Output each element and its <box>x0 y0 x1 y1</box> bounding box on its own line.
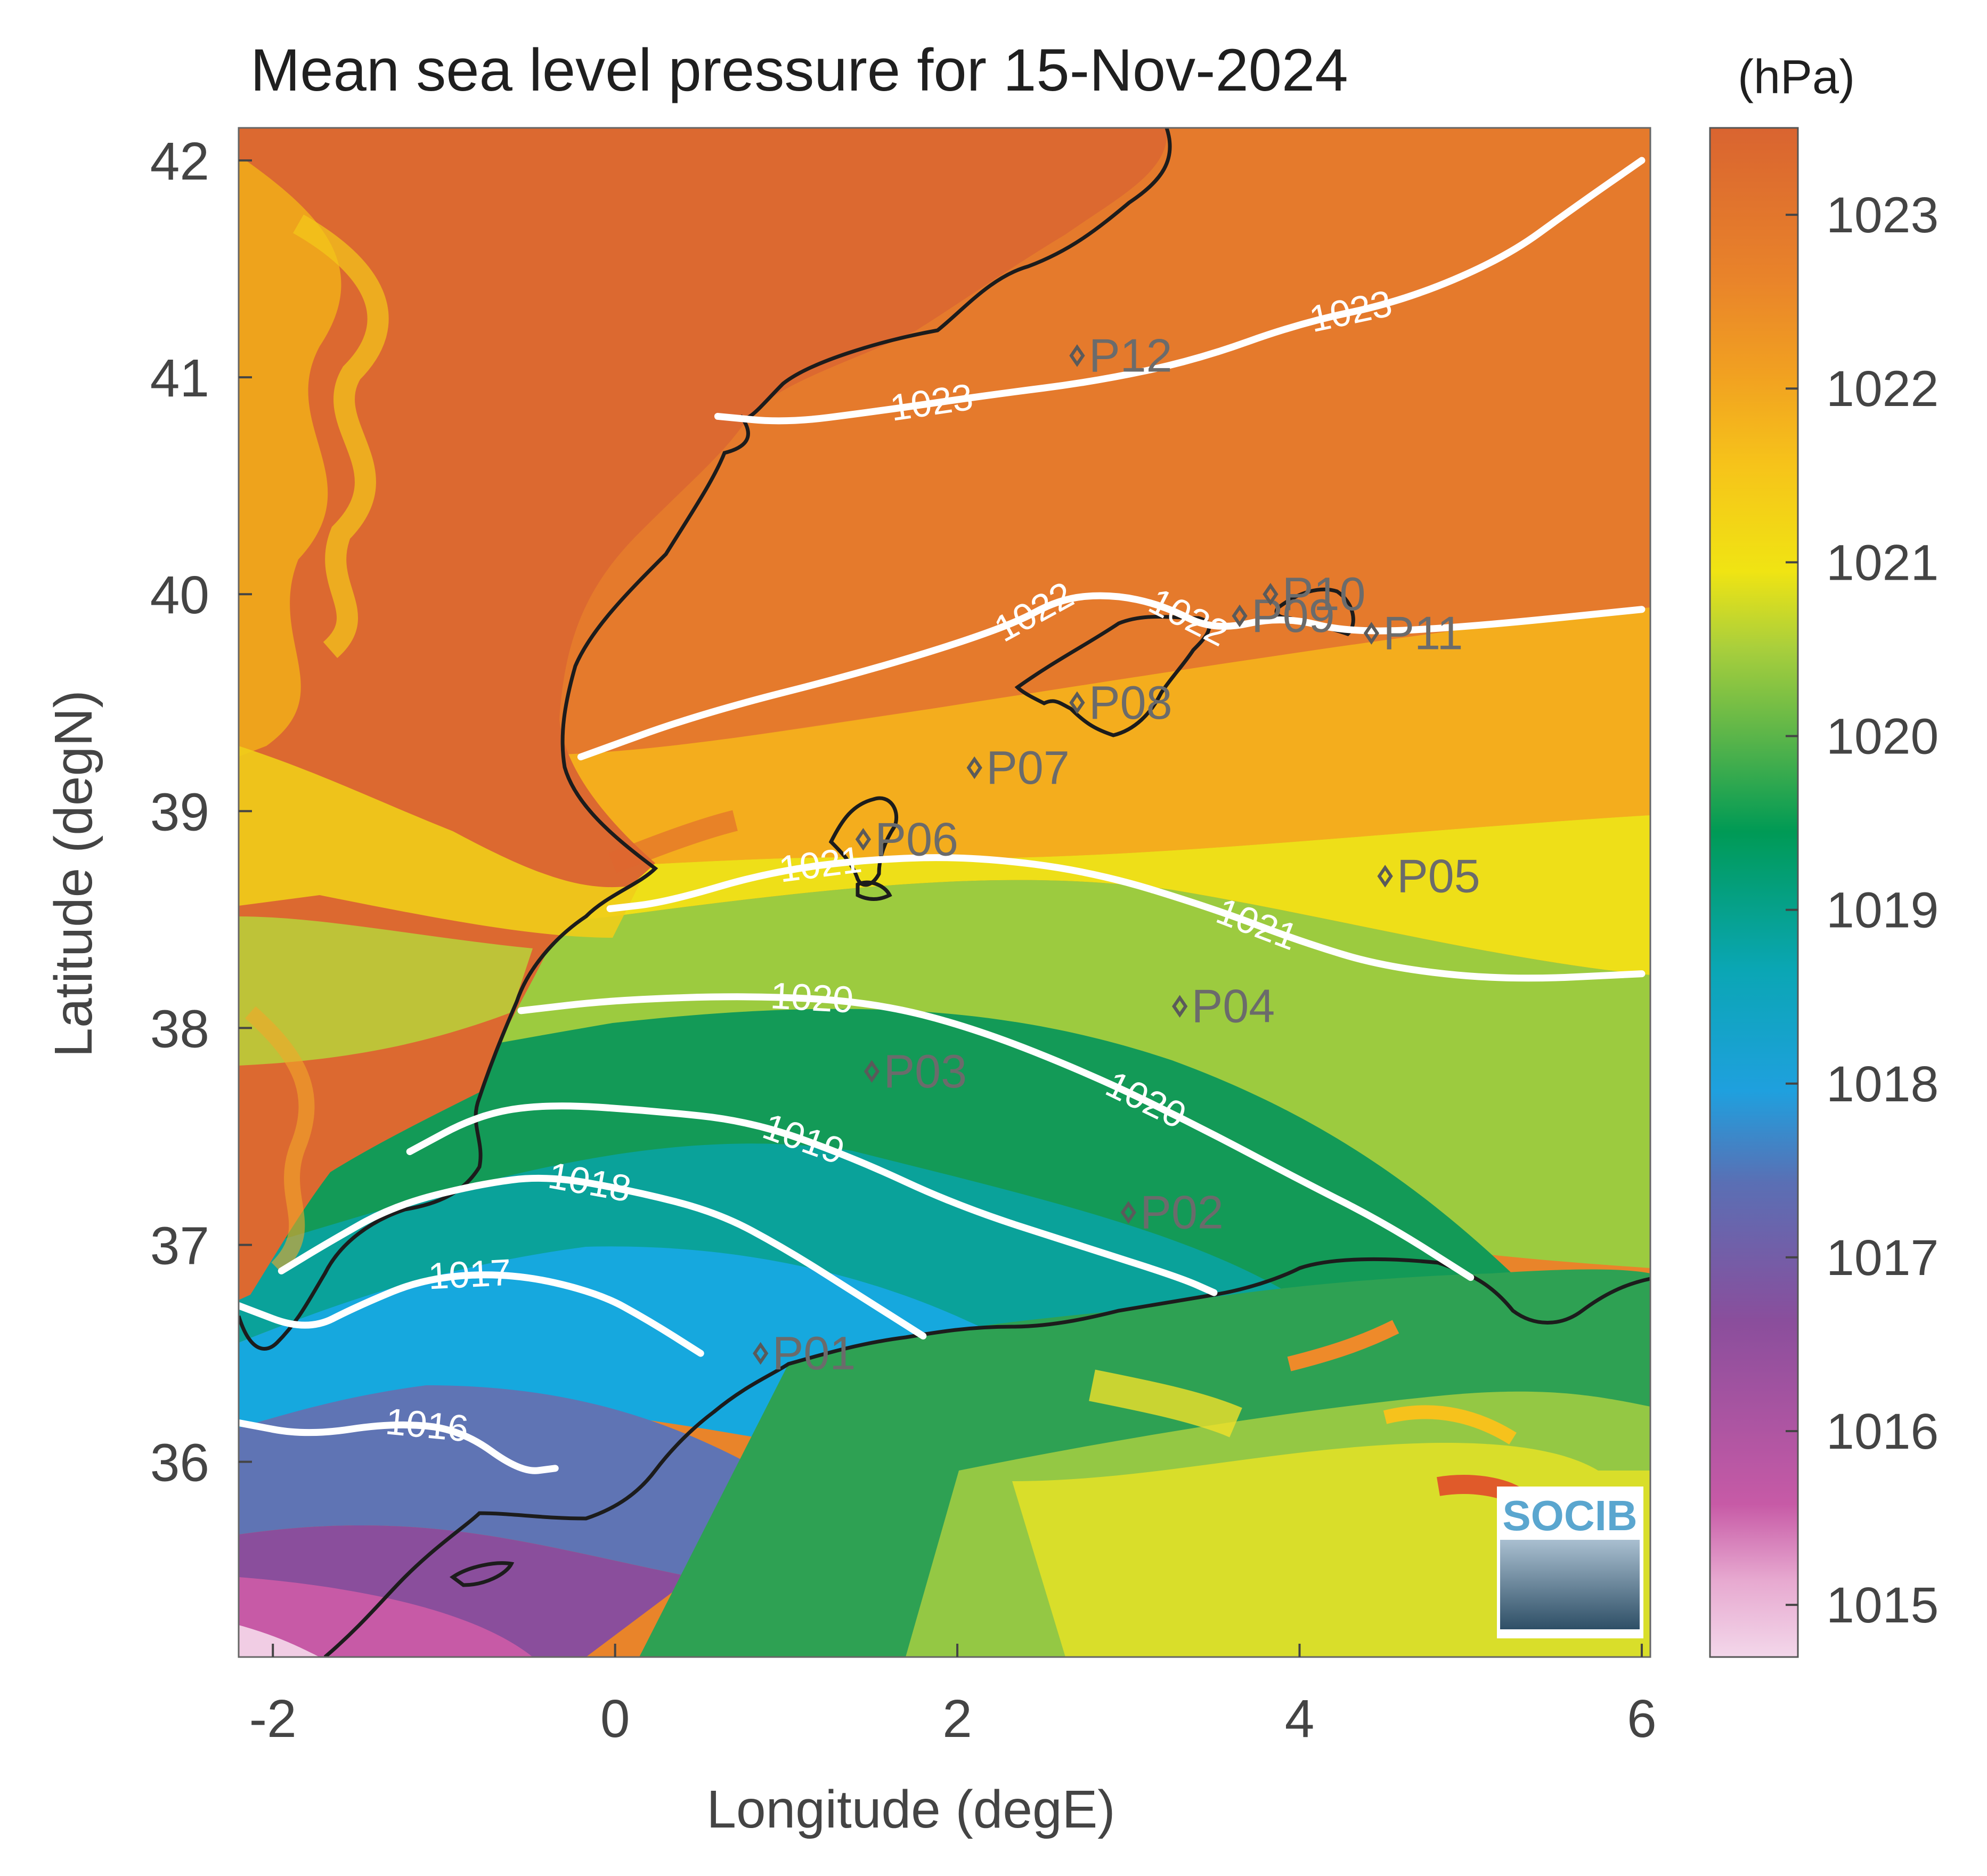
colorbar-tick-label: 1018 <box>1826 1056 1939 1112</box>
isobar-1018 <box>278 1174 927 1339</box>
isobar-1017 <box>239 1271 704 1357</box>
colorbar-unit: (hPa) <box>1738 51 1855 104</box>
station-marker <box>1172 995 1188 1018</box>
station-label-p01: P01 <box>772 1327 856 1379</box>
x-axis: -2 0 2 4 6 <box>249 1644 1657 1749</box>
isobar-label-text: 1016 <box>384 1400 470 1449</box>
x-tick-label: -2 <box>249 1689 297 1749</box>
y-tick-label: 38 <box>150 999 209 1059</box>
isobar-1022 <box>577 592 1646 761</box>
colorbar-tick-label: 1020 <box>1826 708 1939 765</box>
socib-logo: SOCIB <box>1497 1487 1643 1638</box>
station-label-p02: P02 <box>1140 1185 1224 1238</box>
isobar-label: 1020 <box>769 974 854 1020</box>
colorbar-tick-label: 1017 <box>1826 1230 1939 1286</box>
isobar-1021 <box>606 854 1646 982</box>
y-axis-label: Latitude (degN) <box>44 690 103 1057</box>
station-marker <box>1232 604 1248 628</box>
colorbar-tick-label: 1021 <box>1826 534 1939 591</box>
colorbar-tick-label: 1022 <box>1826 361 1939 417</box>
station-marker <box>855 827 872 851</box>
x-tick-label: 4 <box>1285 1689 1315 1749</box>
logo-text: SOCIB <box>1502 1492 1637 1539</box>
station-marker <box>1377 865 1393 888</box>
x-tick-label: 2 <box>942 1689 972 1749</box>
colorbar-tick-label: 1023 <box>1826 187 1939 243</box>
y-tick-label: 36 <box>150 1433 209 1493</box>
alboran-island-coast <box>449 1561 515 1587</box>
station-label-p12: P12 <box>1089 329 1172 381</box>
station-marker <box>1120 1201 1136 1224</box>
colorbar-tick-label: 1015 <box>1826 1577 1939 1634</box>
y-tick-label: 39 <box>150 782 209 842</box>
mallorca-coast <box>1014 615 1211 737</box>
chart-title: Mean sea level pressure for 15-Nov-2024 <box>250 37 1348 103</box>
x-tick-label: 6 <box>1627 1689 1657 1749</box>
isobar-1020 <box>517 993 1475 1281</box>
colorbar-tick-label: 1016 <box>1826 1403 1939 1460</box>
station-label-p06: P06 <box>875 813 958 865</box>
isobar-label-text: 1017 <box>427 1252 512 1297</box>
station-label-p08: P08 <box>1089 676 1172 729</box>
station-marker <box>753 1342 769 1365</box>
y-tick-label: 41 <box>150 348 209 408</box>
colorbar: 1015 1016 1017 1018 1019 1020 1021 1022 1023 <box>1709 127 1939 1658</box>
formentera-coast <box>856 880 892 901</box>
isobar-label: 1016 <box>384 1400 470 1449</box>
y-tick-label: 42 <box>150 132 209 191</box>
y-axis: 36 37 38 39 40 41 42 <box>150 132 252 1493</box>
station-marker <box>1363 622 1380 645</box>
isobar-label-text: 1020 <box>769 974 854 1020</box>
colorbar-gradient <box>1709 127 1799 1658</box>
station-label-p11: P11 <box>1383 607 1463 660</box>
isobar-1023 <box>714 157 1646 425</box>
station-marker <box>1263 582 1278 606</box>
isobar-1016 <box>239 1419 559 1474</box>
station-marker <box>966 756 982 779</box>
isobar-label: 1017 <box>427 1252 512 1297</box>
x-axis-label: Longitude (degE) <box>706 1780 1115 1839</box>
station-marker <box>1069 344 1085 367</box>
plot-frame <box>238 127 1651 1658</box>
x-tick-label: 0 <box>600 1689 630 1749</box>
y-tick-label: 37 <box>150 1216 209 1276</box>
colorbar-tick-label: 1019 <box>1826 882 1939 939</box>
isobar-label: 1021 <box>777 839 864 890</box>
station-label-p04: P04 <box>1192 980 1275 1033</box>
station-label-p05: P05 <box>1397 849 1480 902</box>
station-label-p03: P03 <box>883 1045 967 1098</box>
station-label-p09: P09 <box>1251 589 1335 642</box>
isobar-label-text: 1021 <box>777 839 864 890</box>
station-label-p10: P10 <box>1282 567 1366 620</box>
iberian-coastline <box>239 128 1172 1351</box>
ibiza-coast <box>828 796 899 887</box>
station-marker <box>864 1060 880 1083</box>
station-marker <box>1069 691 1085 714</box>
isobar-1019 <box>406 1102 1218 1296</box>
station-label-p07: P07 <box>986 741 1070 794</box>
y-tick-label: 40 <box>150 565 209 625</box>
